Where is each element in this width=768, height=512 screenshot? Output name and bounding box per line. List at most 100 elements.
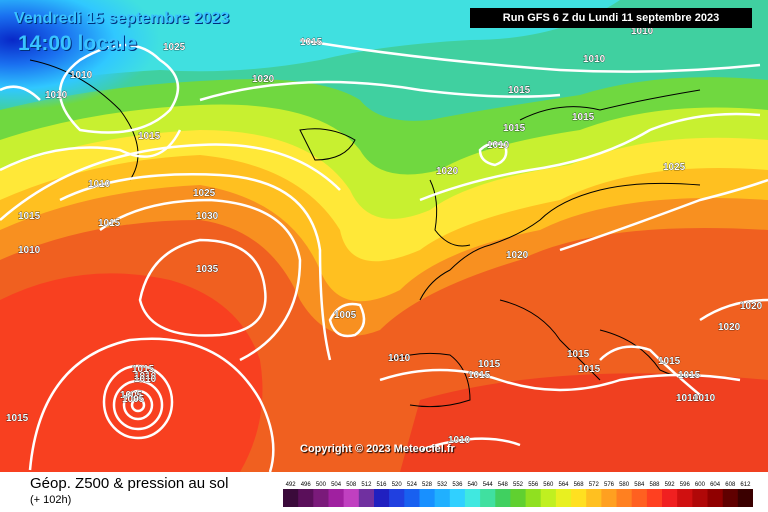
isobar-label: 1010 [134, 371, 157, 382]
isobar-label: 1025 [193, 188, 216, 199]
scale-swatch [692, 489, 709, 507]
scale-tick-label: 572 [589, 482, 600, 488]
scale-swatch [646, 489, 663, 507]
scale-tick-label: 560 [543, 482, 554, 488]
scale-tick-label: 564 [558, 482, 569, 488]
isobar-label: 1015 [678, 370, 701, 381]
scale-tick-label: 536 [452, 482, 463, 488]
scale-tick-label: 568 [574, 482, 585, 488]
isobar-label: 1005 [120, 390, 143, 401]
forecast-range: (+ 102h) [30, 494, 72, 506]
scale-swatch [374, 489, 390, 507]
scale-swatch [707, 489, 724, 507]
scale-swatch [631, 489, 648, 507]
isobar-label: 1015 [572, 112, 595, 123]
scale-swatch [358, 489, 375, 507]
isobar-label: 1010 [45, 90, 68, 101]
isobar-label: 1010 [583, 54, 606, 65]
scale-tick-label: 512 [361, 482, 372, 488]
forecast-time: 14:00 locale [18, 32, 138, 55]
scale-swatch [722, 489, 739, 507]
isobar-label: 1035 [196, 264, 219, 275]
scale-tick-label: 552 [513, 482, 524, 488]
isobar-label: 1020 [740, 301, 763, 312]
scale-swatch [571, 489, 587, 507]
scale-tick-label: 580 [619, 482, 630, 488]
scale-swatch [540, 489, 557, 507]
scale-tick-label: 520 [392, 482, 403, 488]
scale-tick-label: 532 [437, 482, 448, 488]
scale-swatch [677, 489, 693, 507]
isobar-label: 1015 [98, 218, 121, 229]
isobar-label: 1015 [138, 131, 161, 142]
scale-tick-label: 588 [649, 482, 660, 488]
isobar-label: 1015 [578, 364, 601, 375]
isobar-label: 1020 [252, 74, 275, 85]
scale-tick-label: 576 [604, 482, 615, 488]
isobar-label: 1010 [88, 179, 111, 190]
scale-swatch [555, 489, 572, 507]
scale-swatch [298, 489, 314, 507]
scale-tick-label: 612 [740, 482, 751, 488]
weather-map: 1005 1010 1015 1020 1025 1030 1035 1025 … [0, 0, 768, 472]
scale-tick-label: 608 [725, 482, 736, 488]
scale-swatch [449, 489, 466, 507]
scale-tick-label: 528 [422, 482, 433, 488]
scale-tick-label: 516 [376, 482, 387, 488]
scale-swatch [343, 489, 360, 507]
scale-swatch [328, 489, 345, 507]
scale-tick-label: 548 [498, 482, 509, 488]
isobar-label: 1010 [448, 435, 471, 446]
scale-tick-label: 592 [665, 482, 676, 488]
scale-swatch [601, 489, 618, 507]
isobar-label: 1010 [18, 245, 41, 256]
isobar-label: 1020 [718, 322, 741, 333]
isobar-label: 1025 [663, 162, 686, 173]
scale-tick-label: 508 [346, 482, 357, 488]
scale-tick-label: 524 [407, 482, 418, 488]
scale-tick-label: 544 [483, 482, 494, 488]
isobar-label: 1005 [122, 394, 145, 405]
scale-tick-label: 496 [301, 482, 312, 488]
isobar-label: 1010 [693, 393, 716, 404]
scale-swatch [480, 489, 496, 507]
scale-swatch [434, 489, 451, 507]
scale-tick-label: 600 [695, 482, 706, 488]
isobar-label: 1015 [508, 85, 531, 96]
isobar-label: 1010 [134, 374, 157, 385]
scale-swatch [525, 489, 542, 507]
isobar-label: 1010 [676, 393, 699, 404]
scale-tick-label: 500 [316, 482, 327, 488]
scale-swatch [616, 489, 633, 507]
isobar-label: 1030 [196, 211, 219, 222]
isobar-label: 1015 [6, 413, 29, 424]
isobar-label: 1015 [503, 123, 526, 134]
scale-swatch [464, 489, 481, 507]
isobar-label: 1015 [658, 356, 681, 367]
isobar-label: 1015 [300, 37, 323, 48]
isobar-label: 1005 [334, 310, 357, 321]
scale-swatch [662, 489, 678, 507]
isobar-label: 1015 [18, 211, 41, 222]
scale-swatch [510, 489, 527, 507]
model-run-label: Run GFS 6 Z du Lundi 11 septembre 2023 [470, 8, 752, 28]
copyright-text: Copyright © 2023 Meteociel.fr [300, 443, 455, 455]
isobar-label: 1015 [468, 370, 491, 381]
isobar-label: 1015 [478, 359, 501, 370]
isobar-label: 1010 [388, 353, 411, 364]
scale-tick-label: 596 [680, 482, 691, 488]
scale-swatch [404, 489, 420, 507]
scale-swatch [313, 489, 329, 507]
forecast-date: Vendredi 15 septembre 2023 [14, 10, 230, 27]
legend-title: Géop. Z500 & pression au sol [30, 475, 229, 492]
isobar-label: 1020 [506, 250, 529, 261]
scale-tick-label: 556 [528, 482, 539, 488]
isobar-label: 1020 [436, 166, 459, 177]
scale-tick-label: 584 [634, 482, 645, 488]
scale-tick-label: 492 [286, 482, 297, 488]
scale-swatch [495, 489, 511, 507]
scale-tick-label: 604 [710, 482, 721, 488]
scale-swatch [586, 489, 602, 507]
scale-swatch [283, 489, 299, 507]
isobar-label: 1010 [487, 140, 510, 151]
